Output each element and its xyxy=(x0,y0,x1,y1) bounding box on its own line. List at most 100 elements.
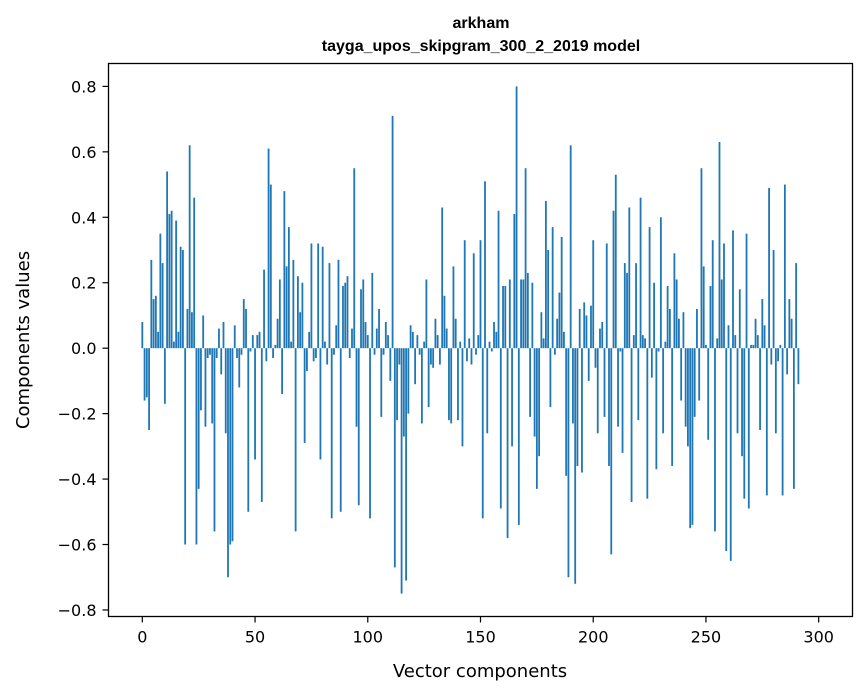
bar xyxy=(736,348,739,434)
bar xyxy=(752,344,755,349)
bar xyxy=(184,348,187,545)
bar xyxy=(671,348,674,466)
bar xyxy=(391,115,394,349)
bar xyxy=(549,348,552,408)
bar xyxy=(777,348,780,362)
bar xyxy=(202,315,205,349)
bar xyxy=(193,197,196,349)
bar xyxy=(373,348,376,355)
bar xyxy=(357,348,360,506)
bar xyxy=(567,348,570,578)
bar xyxy=(765,348,768,496)
bar xyxy=(188,145,191,349)
bar xyxy=(292,259,295,349)
bar xyxy=(646,348,649,499)
bar xyxy=(312,348,315,362)
x-axis-ticks: 0 50 100 150 200 250 300 xyxy=(137,616,834,647)
bar xyxy=(745,233,748,349)
bar xyxy=(337,259,340,349)
bar xyxy=(276,318,279,349)
bar xyxy=(587,348,590,381)
bar xyxy=(560,236,563,349)
bar xyxy=(511,348,513,447)
bar xyxy=(639,197,642,349)
bar xyxy=(612,210,615,349)
bar xyxy=(238,348,241,388)
bar xyxy=(429,348,432,365)
bar xyxy=(774,348,777,434)
bar xyxy=(389,348,392,381)
bar xyxy=(716,338,719,349)
bar xyxy=(274,344,277,349)
bar xyxy=(224,348,227,434)
bar xyxy=(723,243,725,349)
bar xyxy=(427,348,430,408)
bar xyxy=(565,348,568,476)
bar xyxy=(770,348,773,365)
bar xyxy=(763,325,766,349)
bar xyxy=(168,214,171,349)
bar xyxy=(583,302,586,349)
bar xyxy=(682,312,685,349)
bar xyxy=(493,322,495,349)
x-tick-label: 250 xyxy=(691,628,722,647)
bar xyxy=(141,322,144,349)
bar xyxy=(450,348,453,424)
bar xyxy=(623,263,626,349)
bar xyxy=(299,312,302,349)
bar xyxy=(718,142,721,349)
bar xyxy=(693,348,696,417)
bar xyxy=(551,227,554,349)
bar xyxy=(263,269,265,349)
bar xyxy=(673,253,676,349)
bar xyxy=(727,325,730,349)
bar xyxy=(303,348,306,444)
bar xyxy=(220,348,223,375)
bar xyxy=(145,348,148,398)
x-tick-label: 0 xyxy=(137,628,147,647)
bar xyxy=(508,279,511,349)
bar xyxy=(301,282,304,349)
bar xyxy=(538,348,541,457)
bar xyxy=(750,344,752,349)
bar xyxy=(497,210,500,349)
bar xyxy=(594,348,597,368)
bar xyxy=(517,348,520,525)
bar xyxy=(637,348,640,421)
bar xyxy=(592,240,595,349)
bar xyxy=(650,348,653,378)
bar xyxy=(522,279,525,349)
bar xyxy=(163,348,166,404)
bar xyxy=(159,233,162,349)
y-tick-label: 0.6 xyxy=(71,143,96,162)
bar xyxy=(333,348,335,355)
bar xyxy=(648,227,651,349)
y-tick-label: 0.4 xyxy=(71,208,96,227)
bar xyxy=(680,348,683,401)
bar xyxy=(342,286,344,349)
bar xyxy=(175,220,178,349)
bar xyxy=(405,348,408,581)
bar xyxy=(339,348,342,512)
bar xyxy=(481,348,484,519)
bar xyxy=(470,348,473,365)
y-tick-label: −0.8 xyxy=(58,601,97,620)
plot-frame xyxy=(107,62,854,618)
bar xyxy=(454,318,457,349)
bar xyxy=(191,312,193,349)
bar xyxy=(585,315,588,349)
chart-subtitle: tayga_upos_skipgram_300_2_2019 model xyxy=(322,38,640,55)
bar xyxy=(335,325,338,349)
bar xyxy=(258,331,261,349)
bar xyxy=(353,168,356,349)
bar xyxy=(387,335,389,349)
bar xyxy=(495,331,498,349)
bar xyxy=(416,335,419,349)
bar xyxy=(161,263,164,349)
bar xyxy=(603,348,606,417)
bar xyxy=(792,348,795,489)
bar xyxy=(720,279,723,349)
bar xyxy=(544,200,547,349)
bar xyxy=(310,243,313,349)
bar xyxy=(477,335,480,349)
